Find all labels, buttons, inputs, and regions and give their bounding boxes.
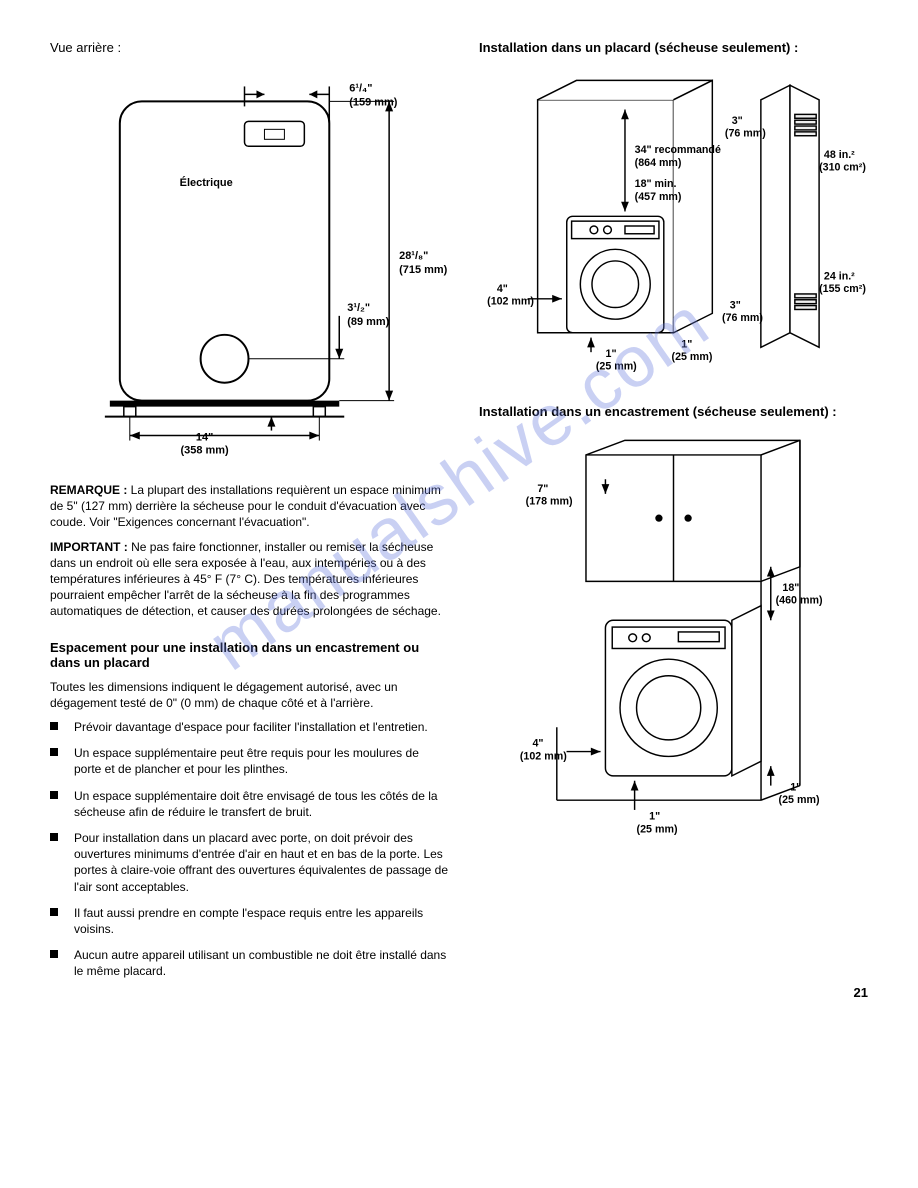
important-para: IMPORTANT : Ne pas faire fonctionner, in…: [50, 539, 449, 620]
closet-title: Installation dans un placard (sécheuse s…: [479, 40, 868, 55]
recess-top-l1: 18": [782, 582, 799, 594]
dim-height-mm: (715 mm): [399, 264, 448, 276]
list-item: Aucun autre appareil utilisant un combus…: [50, 947, 449, 979]
closet-venttop-l2: (310 cm²): [819, 162, 866, 174]
closet-doortop-l2: (76 mm): [725, 128, 766, 140]
rear-view-diagram: Électrique 6¹/₄" (159 mm) 28¹/₈" (715 mm…: [50, 61, 449, 461]
recess-top-l2: (460 mm): [776, 595, 823, 607]
right-column: Installation dans un placard (sécheuse s…: [479, 40, 868, 990]
closet-ventbot-l2: (155 cm²): [819, 283, 866, 295]
important-lead: IMPORTANT :: [50, 540, 128, 554]
closet-ventbot-l1: 24 in.²: [824, 270, 855, 282]
remarque-lead: REMARQUE :: [50, 483, 127, 497]
closet-doorfloor-l1: 1": [681, 338, 692, 350]
recess-side-l1: 4": [532, 738, 543, 750]
list-item: Prévoir davantage d'espace pour facilite…: [50, 719, 449, 735]
recess-floorL-l2: (25 mm): [637, 823, 678, 835]
closet-doorbot-l2: (76 mm): [722, 312, 763, 324]
closet-diagram: 34" recommandé (864 mm) 18" min. (457 mm…: [479, 61, 868, 391]
spacing-intro: Toutes les dimensions indiquent le dégag…: [50, 679, 449, 711]
closet-min-l2: (457 mm): [635, 191, 682, 203]
closet-side-l1: 4": [497, 283, 508, 295]
recess-floorL-l1: 1": [649, 811, 660, 823]
closet-venttop-l1: 48 in.²: [824, 149, 855, 161]
list-item: Il faut aussi prendre en compte l'espace…: [50, 905, 449, 937]
dim-bottom-in: 14": [196, 432, 213, 444]
label-electrique: Électrique: [180, 176, 233, 189]
left-column: Vue arrière : Électrique 6¹/₄": [50, 40, 449, 990]
closet-doortop-l1: 3": [732, 115, 743, 127]
closet-floor-l2: (25 mm): [596, 361, 637, 373]
dim-bottom-mm: (358 mm): [181, 445, 230, 457]
dim-mid-mm: (89 mm): [347, 316, 389, 328]
recess-diagram: 7" (178 mm) 18" (460 mm) 4" (102 mm) 1" …: [479, 425, 868, 835]
list-item: Un espace supplémentaire peut être requi…: [50, 745, 449, 777]
closet-side-l2: (102 mm): [487, 296, 534, 308]
dim-top-in: 6¹/₄": [349, 82, 372, 94]
closet-doorbot-l1: 3": [730, 300, 741, 312]
closet-rec-l2: (864 mm): [635, 157, 682, 169]
dim-mid-in: 3¹/₂": [347, 302, 370, 314]
closet-min-l1: 18" min.: [635, 178, 677, 190]
closet-rec-l1: 34" recommandé: [635, 144, 721, 156]
closet-floor-l1: 1": [606, 348, 617, 360]
recess-back-l2: (178 mm): [526, 496, 573, 508]
remarque-para: REMARQUE : La plupart des installations …: [50, 482, 449, 531]
recess-side-l2: (102 mm): [520, 750, 567, 762]
recess-title: Installation dans un encastrement (séche…: [479, 404, 868, 419]
spacing-bullets: Prévoir davantage d'espace pour facilite…: [50, 719, 449, 979]
dim-height-in: 28¹/₈": [399, 250, 428, 262]
spacing-heading: Espacement pour une installation dans un…: [50, 640, 449, 671]
recess-floorR-l2: (25 mm): [779, 794, 820, 806]
recess-back-l1: 7": [537, 483, 548, 495]
page-number: 21: [854, 985, 868, 1000]
closet-doorfloor-l2: (25 mm): [672, 351, 713, 363]
rear-view-title: Vue arrière :: [50, 40, 449, 55]
list-item: Pour installation dans un placard avec p…: [50, 830, 449, 895]
recess-floorR-l1: 1": [790, 781, 801, 793]
list-item: Un espace supplémentaire doit être envis…: [50, 788, 449, 820]
